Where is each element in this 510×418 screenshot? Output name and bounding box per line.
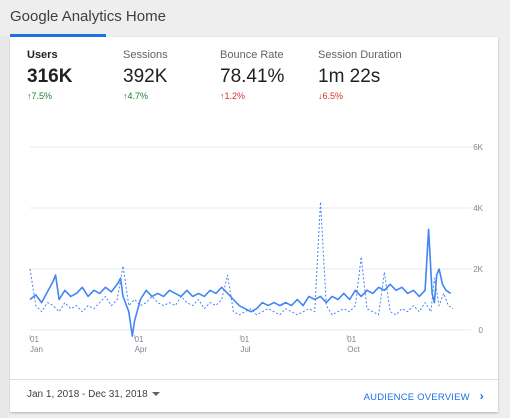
arrow-up-icon: ↑ xyxy=(220,91,225,101)
active-tab-indicator xyxy=(10,34,106,37)
metric-change: ↓6.5% xyxy=(318,91,344,101)
audience-overview-link[interactable]: AUDIENCE OVERVIEW › xyxy=(364,389,484,403)
x-tick-month: Apr xyxy=(135,345,148,354)
y-tick-label: 2K xyxy=(473,265,483,274)
metric-users[interactable]: Users 316K ↑7.5% xyxy=(27,49,72,101)
metric-value: 392K xyxy=(123,66,168,87)
page-header: Google Analytics Home xyxy=(0,0,510,37)
x-tick-day: 01 xyxy=(347,335,356,344)
x-tick-month: Oct xyxy=(347,345,360,354)
line-chart[interactable]: 0 2K 4K 6K 01 Jan 01 Apr 01 Jul 01 Oct xyxy=(10,135,498,365)
chevron-right-icon: › xyxy=(479,389,484,403)
comparison-series-line xyxy=(29,201,454,316)
metric-value: 1m 22s xyxy=(318,66,381,87)
metric-change: ↑7.5% xyxy=(27,91,53,101)
y-tick-label: 4K xyxy=(473,204,483,213)
metric-change: ↑4.7% xyxy=(123,91,149,101)
audience-overview-label: AUDIENCE OVERVIEW xyxy=(363,392,470,403)
x-tick-day: 01 xyxy=(135,335,144,344)
date-range-selector[interactable]: Jan 1, 2018 - Dec 31, 2018 xyxy=(27,389,160,400)
caret-down-icon xyxy=(151,392,160,397)
left-strip xyxy=(0,36,8,418)
metric-value: 78.41% xyxy=(220,66,285,87)
analytics-card: Users 316K ↑7.5% Sessions 392K ↑4.7% Bou… xyxy=(10,37,498,412)
x-tick-day: 01 xyxy=(240,335,249,344)
metric-label: Bounce Rate xyxy=(220,49,284,61)
metric-change: ↑1.2% xyxy=(220,91,246,101)
metric-label: Session Duration xyxy=(318,49,402,61)
arrow-up-icon: ↑ xyxy=(123,91,128,101)
primary-series-line xyxy=(29,228,452,337)
y-tick-label: 0 xyxy=(479,326,484,335)
arrow-up-icon: ↑ xyxy=(27,91,32,101)
metric-label: Users xyxy=(27,49,58,61)
card-footer: Jan 1, 2018 - Dec 31, 2018 AUDIENCE OVER… xyxy=(10,379,498,413)
metric-value: 316K xyxy=(27,66,73,87)
metric-sessions[interactable]: Sessions 392K ↑4.7% xyxy=(123,49,168,101)
x-tick-day: 01 xyxy=(30,335,39,344)
metric-label: Sessions xyxy=(123,49,168,61)
metric-session-duration[interactable]: Session Duration 1m 22s ↓6.5% xyxy=(318,49,402,101)
arrow-down-icon: ↓ xyxy=(318,91,323,101)
y-tick-label: 6K xyxy=(473,143,483,152)
x-tick-month: Jan xyxy=(30,345,43,354)
page-title: Google Analytics Home xyxy=(10,8,166,25)
x-tick-month: Jul xyxy=(240,345,250,354)
date-range-label: Jan 1, 2018 - Dec 31, 2018 xyxy=(27,389,148,400)
metric-bounce-rate[interactable]: Bounce Rate 78.41% ↑1.2% xyxy=(220,49,284,101)
